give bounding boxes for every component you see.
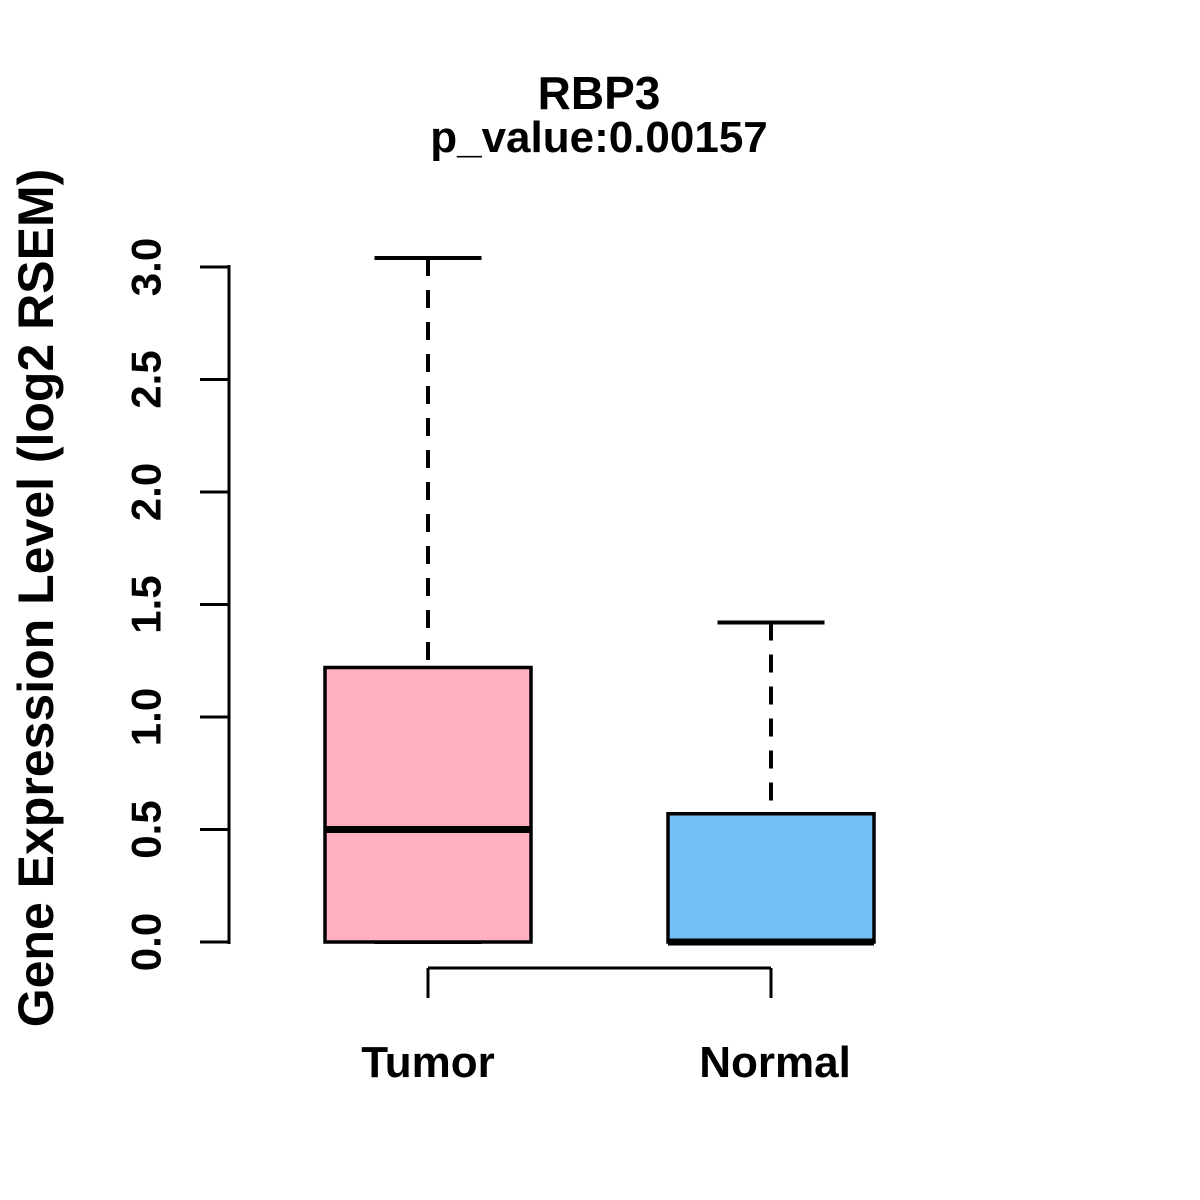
box-normal	[666, 812, 876, 944]
y-tick-label: 0.5	[123, 800, 170, 858]
x-label-normal: Normal	[699, 1038, 851, 1087]
y-axis-label: Gene Expression Level (log2 RSEM)	[8, 168, 64, 1028]
chart-pvalue-subtitle: p_value:0.00157	[430, 113, 768, 162]
y-tick-label: 2.5	[123, 350, 170, 408]
chart-title: RBP3	[537, 67, 661, 119]
y-tick-label: 3.0	[123, 238, 170, 296]
box-tumor	[323, 665, 533, 944]
y-tick-label: 1.5	[123, 575, 170, 633]
y-tick-label: 1.0	[123, 688, 170, 746]
x-label-tumor: Tumor	[361, 1038, 495, 1087]
y-tick-label: 0.0	[123, 913, 170, 971]
y-tick-label: 2.0	[123, 463, 170, 521]
